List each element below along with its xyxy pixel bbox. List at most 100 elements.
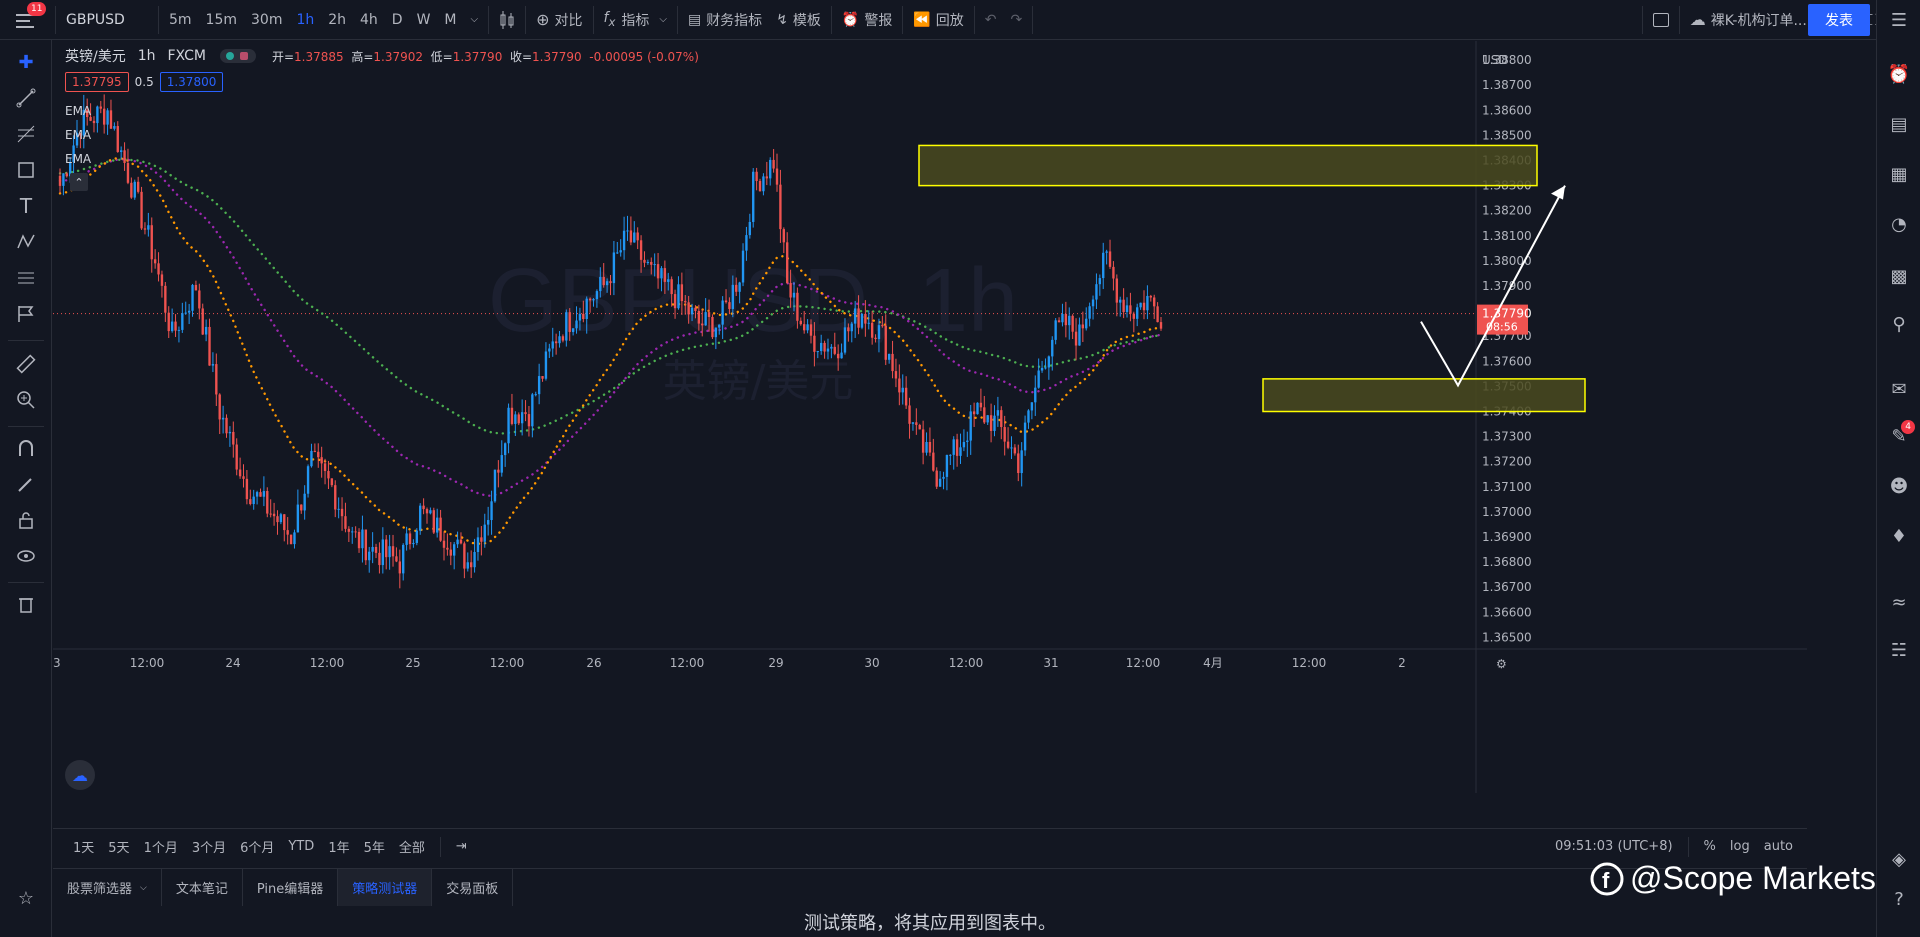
percent-toggle[interactable]: % [1703, 839, 1716, 854]
candle-body [884, 325, 887, 360]
range-all[interactable]: 全部 [398, 841, 425, 856]
ema-label-1[interactable]: EMA [65, 104, 92, 118]
tab-strategy-tester[interactable]: 策略测试器 [338, 868, 433, 907]
log-toggle[interactable]: log [1729, 839, 1750, 854]
tab-trading-panel[interactable]: 交易面板 [432, 868, 514, 907]
pattern-button[interactable]: ≈ [1885, 588, 1913, 616]
trendline-tool[interactable] [13, 85, 39, 111]
alerts-button[interactable]: ⏰ [1885, 60, 1913, 88]
economic-calendar-button[interactable]: ▩ [1885, 262, 1913, 290]
fib-tool[interactable] [13, 121, 39, 147]
projection-path[interactable] [1420, 185, 1566, 388]
clock-timezone[interactable]: 09:51:03 (UTC+8) [1554, 839, 1673, 854]
price-chart[interactable]: GBPUSD, 1h英镑/美元1.389001.388001.387001.38… [53, 41, 1807, 793]
financials-button[interactable]: ▤ 财务指标 [687, 11, 763, 29]
candle-body [1098, 278, 1102, 285]
magnet-tool[interactable] [13, 435, 39, 461]
alert-button[interactable]: ⏰ 警报 [841, 11, 893, 29]
tab-pine-editor[interactable]: Pine编辑器 [243, 868, 339, 907]
interval-d[interactable]: D [391, 11, 403, 28]
stay-drawing-tool[interactable] [13, 471, 39, 497]
symbol-name[interactable]: 英镑/美元 [65, 49, 126, 65]
demand-zone-rectangle[interactable] [1262, 378, 1586, 413]
fullscreen-button[interactable]: ⛶ [1862, 0, 1887, 40]
ideas-button[interactable]: ⚲ [1885, 310, 1913, 338]
redo-button[interactable]: ↷ [1004, 0, 1030, 40]
ruler-tool[interactable] [13, 351, 39, 377]
supply-zone-rectangle[interactable] [918, 144, 1538, 187]
ema-line-fast[interactable] [58, 157, 1163, 546]
range-3m[interactable]: 3个月 [191, 841, 227, 856]
interval-5m[interactable]: 5m [169, 11, 192, 28]
lock-tool[interactable] [13, 507, 39, 533]
chart-type-button[interactable] [492, 0, 522, 40]
tab-text-notes[interactable]: 文本笔记 [162, 868, 243, 907]
hide-tool[interactable] [13, 543, 39, 569]
hotlists-button[interactable]: ▦ [1885, 160, 1913, 188]
interval-1h[interactable]: 1h [296, 11, 315, 28]
idea-stream-button[interactable]: ☻ [1885, 472, 1913, 500]
templates-button[interactable]: ↯ 模板 [776, 11, 821, 29]
data-window-button[interactable]: ▤ [1885, 110, 1913, 138]
range-1m[interactable]: 1个月 [143, 841, 178, 856]
buy-price[interactable]: 1.37800 [159, 72, 224, 92]
candle-body [803, 324, 806, 331]
prediction-tool[interactable] [13, 265, 39, 291]
current-price-tag[interactable] [1477, 304, 1528, 335]
dom-button[interactable]: ☵ [1885, 636, 1913, 664]
calendar-button[interactable]: ◔ [1885, 210, 1913, 238]
ema-label-3[interactable]: EMA [65, 152, 92, 166]
remove-tool[interactable] [13, 591, 39, 617]
publish-button[interactable]: 发表 [1808, 4, 1870, 36]
range-ytd[interactable]: YTD [288, 839, 315, 854]
help-button[interactable]: ? [1885, 885, 1913, 913]
range-1y[interactable]: 1年 [328, 841, 350, 856]
shape-tool[interactable] [13, 157, 39, 183]
interval-w[interactable]: W [416, 11, 431, 28]
collapse-legend-button[interactable]: ⌃ [70, 173, 88, 191]
layers-button[interactable]: ◈ [1885, 845, 1913, 873]
pattern-tool[interactable] [13, 229, 39, 255]
compare-button[interactable]: ⊕ 对比 [536, 10, 583, 29]
interval-4h[interactable]: 4h [360, 11, 378, 28]
interval-2h[interactable]: 2h [328, 11, 347, 28]
interval-15m[interactable]: 15m [205, 11, 237, 28]
range-5y[interactable]: 5年 [363, 841, 385, 856]
candle-body [269, 513, 272, 515]
indicators-button[interactable]: fx 指标 ⌵ [603, 10, 667, 29]
interval-30m[interactable]: 30m [251, 11, 283, 28]
bid-ask-boxes: 1.37795 0.5 1.37800 [65, 72, 224, 92]
tab-stock-screener[interactable]: 股票筛选器 ⌵ [53, 868, 162, 907]
chat-button[interactable]: ✉ [1885, 375, 1913, 403]
axis-settings-icon[interactable]: ⚙ [1496, 657, 1507, 671]
candle-body [259, 492, 262, 497]
sell-price[interactable]: 1.37795 [65, 72, 129, 92]
range-5d[interactable]: 5天 [108, 841, 130, 856]
goto-date-button[interactable]: ⇥ [449, 839, 474, 854]
tradingview-logo[interactable]: ☁ [65, 760, 95, 790]
text-tool[interactable]: T [19, 194, 33, 218]
interval-m[interactable]: M [444, 11, 457, 28]
ema-line-mid[interactable] [58, 158, 1163, 497]
replay-button[interactable]: ⏪ 回放 [913, 11, 964, 29]
range-1d[interactable]: 1天 [73, 841, 95, 856]
ema-label-2[interactable]: EMA [65, 128, 92, 142]
watchlist-button[interactable]: ☰ [1885, 6, 1913, 34]
layout-toggle-button[interactable] [1646, 0, 1676, 40]
range-6m[interactable]: 6个月 [240, 841, 275, 856]
zoom-tool[interactable] [13, 387, 39, 413]
candle-body [877, 325, 881, 340]
candle-body [119, 150, 123, 152]
icon-tool[interactable] [13, 301, 39, 327]
bell-button[interactable]: ♦ [1885, 522, 1913, 550]
undo-button[interactable]: ↶ [978, 0, 1004, 40]
symbol-search[interactable]: GBPUSD [66, 11, 125, 28]
notifications-button[interactable]: ✎ 4 [1885, 420, 1915, 450]
visibility-toggle[interactable] [219, 49, 256, 63]
interval-dropdown[interactable]: ⌵ [464, 0, 486, 40]
menu-button[interactable]: 11 [0, 0, 52, 40]
favorites-tool[interactable]: ☆ [13, 885, 39, 911]
crosshair-tool[interactable]: ✚ [18, 51, 34, 73]
auto-toggle[interactable]: auto [1763, 839, 1793, 854]
time-tick-label: 12:00 [490, 656, 525, 670]
